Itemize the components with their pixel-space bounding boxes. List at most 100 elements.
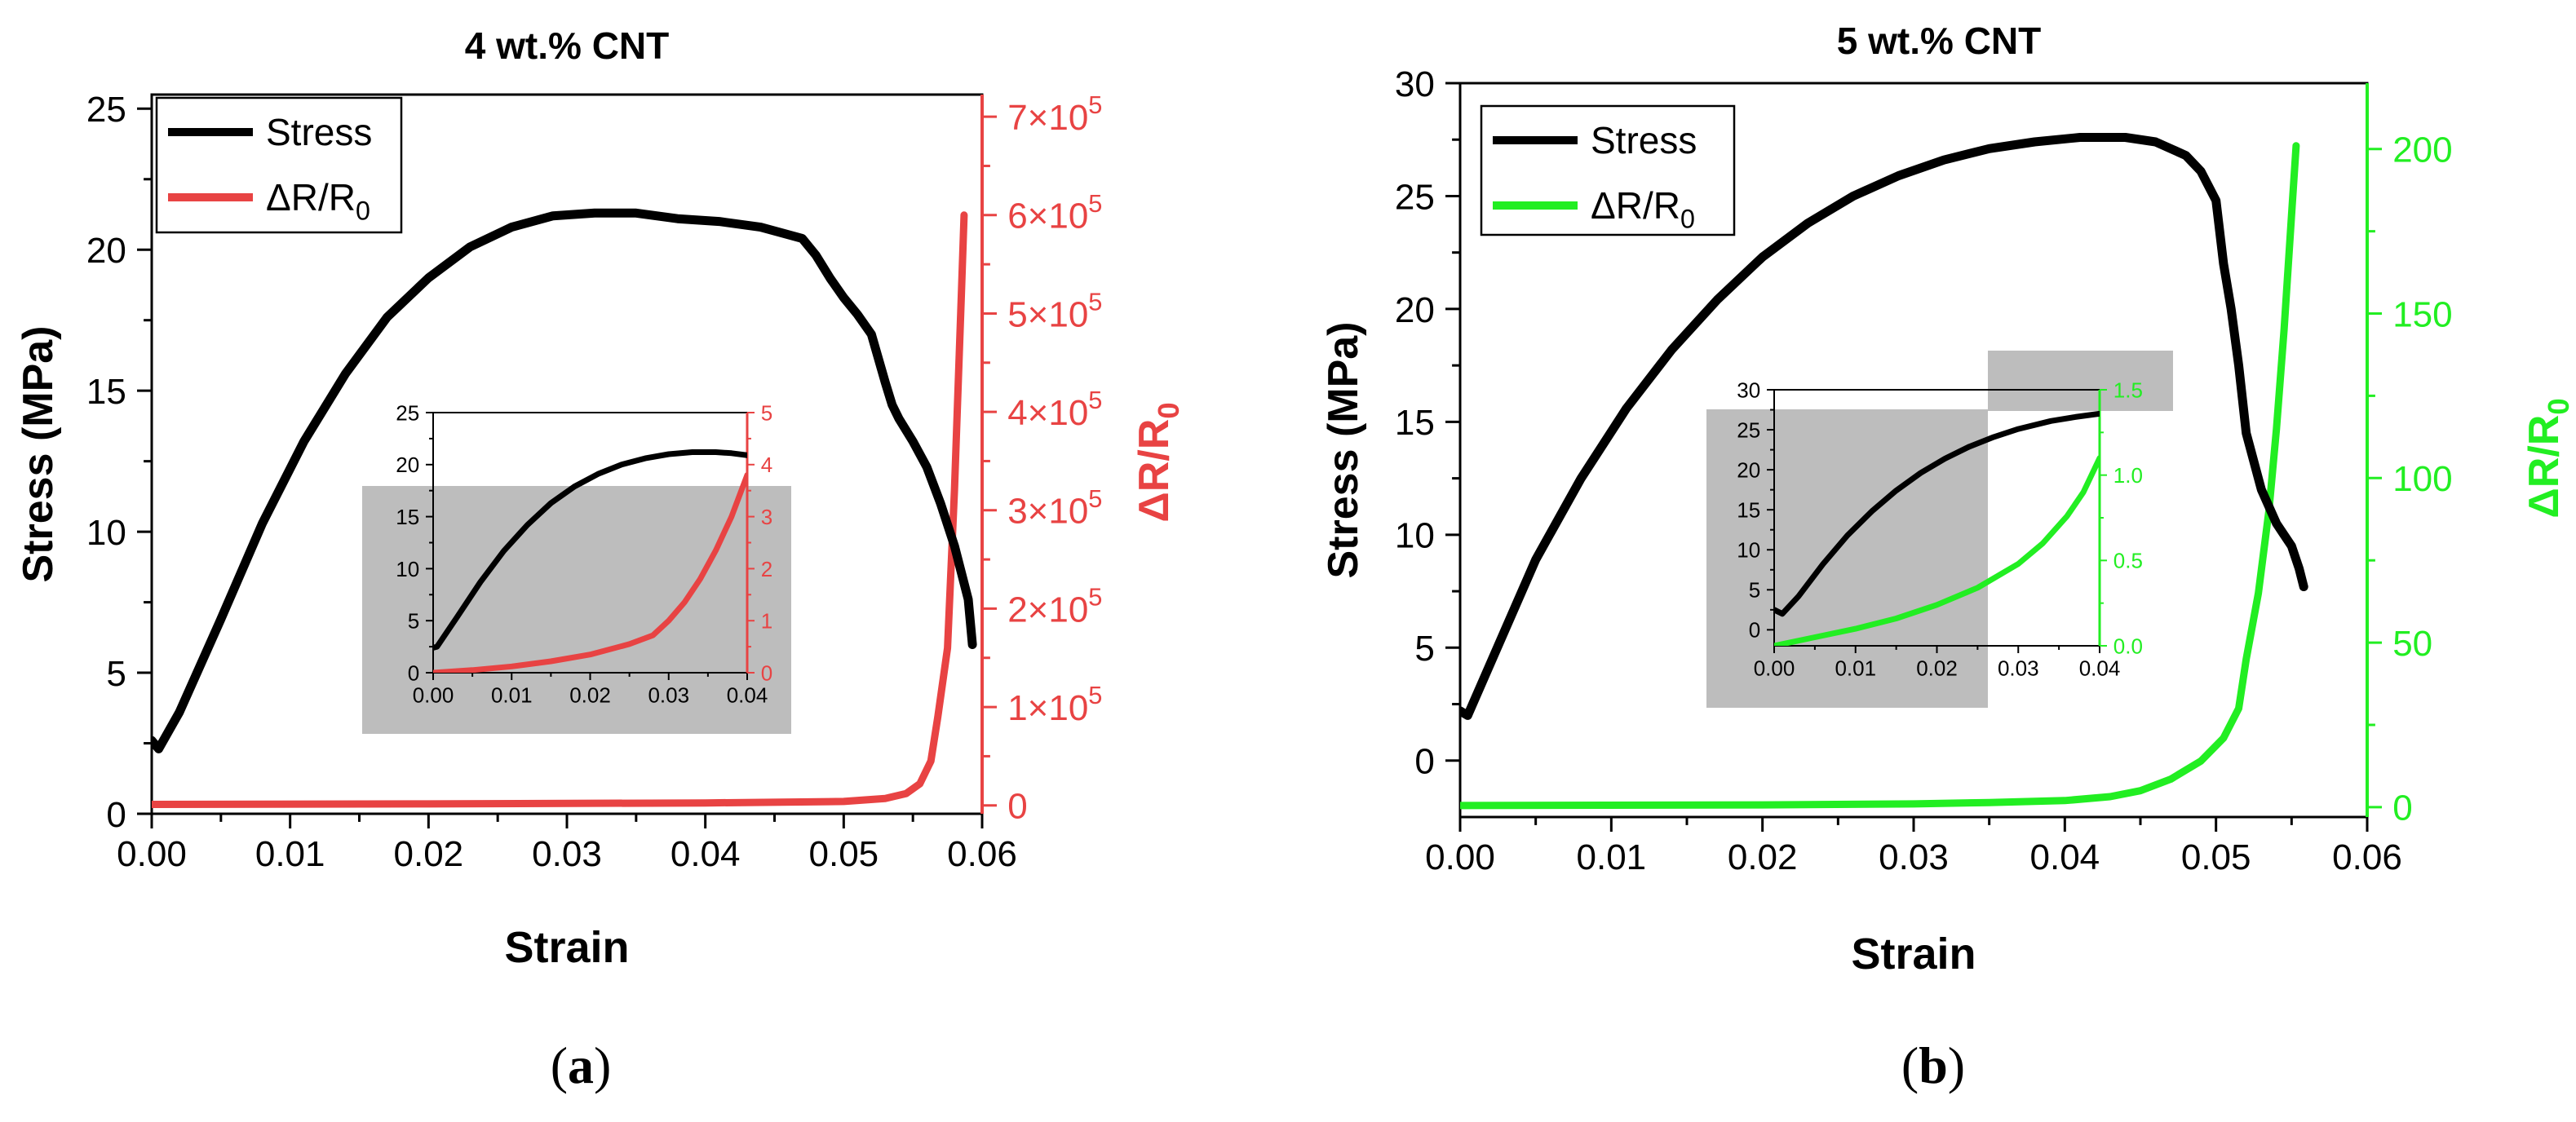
- y-tick-label: 25: [86, 90, 126, 130]
- y2-tick-label: 1: [761, 609, 772, 634]
- x-tick-label: 0.01: [1577, 837, 1647, 877]
- y-tick-label: 15: [1395, 403, 1435, 443]
- series-line-stress: [152, 208, 977, 753]
- series-line-resistance: [1460, 142, 2300, 810]
- panel-label: (a): [551, 1036, 612, 1094]
- x-tick-label: 0.00: [413, 682, 454, 707]
- x-tick-label: 0.01: [255, 834, 325, 874]
- y-tick-label: 25: [1395, 177, 1435, 217]
- x-tick-label: 0.04: [2030, 837, 2100, 877]
- x-tick-label: 0.06: [2332, 837, 2402, 877]
- inset-highlight-box: [1988, 351, 2173, 411]
- x-axis-label: Strain: [1851, 930, 1976, 978]
- legend: Stress ΔR/R0: [155, 96, 403, 234]
- y2-tick-label: 3: [761, 505, 772, 529]
- legend-box: [1480, 104, 1736, 236]
- y-axis-label: Stress (MPa): [1320, 322, 1367, 579]
- legend: Stress ΔR/R0: [1480, 104, 1736, 236]
- y2-tick-label: 150: [2392, 294, 2452, 334]
- x-tick-label: 0.01: [491, 682, 533, 707]
- y-tick-label: 5: [1749, 578, 1760, 603]
- y2-tick-label: 6×105: [1007, 189, 1102, 236]
- series-line-stress: [1460, 133, 2308, 720]
- y-tick-label: 0: [1414, 742, 1434, 782]
- y-tick-label: 15: [86, 372, 126, 412]
- x-tick-label: 0.01: [1835, 656, 1876, 680]
- x-tick-label: 0.02: [569, 682, 611, 707]
- y2-tick-label: 0: [2392, 788, 2412, 828]
- y-tick-label: 20: [396, 453, 419, 477]
- x-tick-label: 0.03: [1998, 656, 2039, 680]
- y-tick-label: 20: [86, 231, 126, 271]
- series-line-stress: [1774, 410, 2100, 617]
- y-tick-label: 30: [1737, 378, 1760, 402]
- series-line-stress: [433, 449, 747, 651]
- legend-box: [155, 96, 403, 234]
- x-tick-label: 0.03: [648, 682, 689, 707]
- x-axis-label: Strain: [504, 923, 629, 972]
- y2-tick-label: 4: [761, 453, 772, 477]
- chart-title: 5 wt.% CNT: [1837, 20, 2041, 62]
- legend-label: Stress: [1591, 119, 1697, 161]
- y2-tick-label: 1.5: [2113, 378, 2143, 402]
- y-tick-label: 5: [1414, 629, 1434, 669]
- y-tick-label: 20: [1395, 290, 1435, 330]
- y2-axis-label: ΔR/R0: [1131, 402, 1185, 522]
- y-tick-label: 25: [396, 400, 419, 425]
- legend-label: Stress: [266, 111, 372, 153]
- x-tick-label: 0.00: [1754, 656, 1795, 680]
- x-tick-label: 0.00: [117, 834, 187, 874]
- x-tick-label: 0.02: [1916, 656, 1958, 680]
- y-tick-label: 10: [396, 557, 419, 581]
- y-tick-label: 20: [1737, 457, 1760, 482]
- y2-tick-label: 5×105: [1007, 288, 1102, 335]
- y2-tick-label: 3×105: [1007, 484, 1102, 532]
- y2-tick-label: 0: [1007, 787, 1027, 827]
- legend-label: ΔR/R0: [266, 176, 370, 226]
- y2-tick-label: 5: [761, 400, 772, 425]
- panel-label: (b): [1901, 1036, 1965, 1094]
- y2-tick-label: 7×105: [1007, 91, 1102, 138]
- y2-tick-label: 0.5: [2113, 549, 2143, 573]
- y2-tick-label: 100: [2392, 459, 2452, 499]
- x-tick-label: 0.02: [1728, 837, 1798, 877]
- x-tick-label: 0.03: [1879, 837, 1949, 877]
- y2-tick-label: 1×105: [1007, 681, 1102, 728]
- series-line-resistance: [433, 472, 747, 673]
- x-tick-label: 0.03: [532, 834, 602, 874]
- y-tick-label: 0: [408, 660, 419, 685]
- series-line-resistance: [1774, 455, 2100, 646]
- y2-tick-label: 0: [761, 660, 772, 685]
- y2-tick-label: 200: [2392, 130, 2452, 170]
- y-tick-label: 25: [1737, 417, 1760, 442]
- y2-tick-label: 2: [761, 557, 772, 581]
- y2-tick-label: 0.0: [2113, 634, 2143, 658]
- y2-tick-label: 2×105: [1007, 582, 1102, 629]
- y2-tick-label: 4×105: [1007, 386, 1102, 433]
- x-tick-label: 0.02: [394, 834, 464, 874]
- y-tick-label: 30: [1395, 64, 1435, 104]
- chart-title: 4 wt.% CNT: [465, 24, 669, 67]
- inset-chart: 0.00 0.01 0.02 0.03 0.04 0 5 10 15 20 25 30 0.0 0.5 1.…: [1737, 378, 2143, 680]
- y2-axis-label: ΔR/R0: [2521, 398, 2575, 518]
- y-tick-label: 10: [1395, 516, 1435, 556]
- y-tick-label: 0: [106, 795, 126, 835]
- x-tick-label: 0.06: [947, 834, 1017, 874]
- x-tick-label: 0.05: [809, 834, 879, 874]
- x-tick-label: 0.04: [671, 834, 741, 874]
- y-tick-label: 15: [1737, 498, 1760, 523]
- x-tick-label: 0.04: [2079, 656, 2121, 680]
- y-tick-label: 10: [86, 513, 126, 553]
- chart-panel-a: 4 wt.% CNT 0.00 0.01 0.02 0.03 0.04 0.05 0.06 0 5…: [15, 24, 1185, 1094]
- y-tick-label: 5: [106, 654, 126, 694]
- y-tick-label: 10: [1737, 538, 1760, 563]
- legend-label: ΔR/R0: [1591, 184, 1695, 234]
- y-tick-label: 15: [396, 505, 419, 529]
- x-tick-label: 0.00: [1425, 837, 1495, 877]
- y-tick-label: 5: [408, 609, 419, 634]
- y2-tick-label: 50: [2392, 624, 2432, 664]
- series-line-resistance: [152, 211, 968, 808]
